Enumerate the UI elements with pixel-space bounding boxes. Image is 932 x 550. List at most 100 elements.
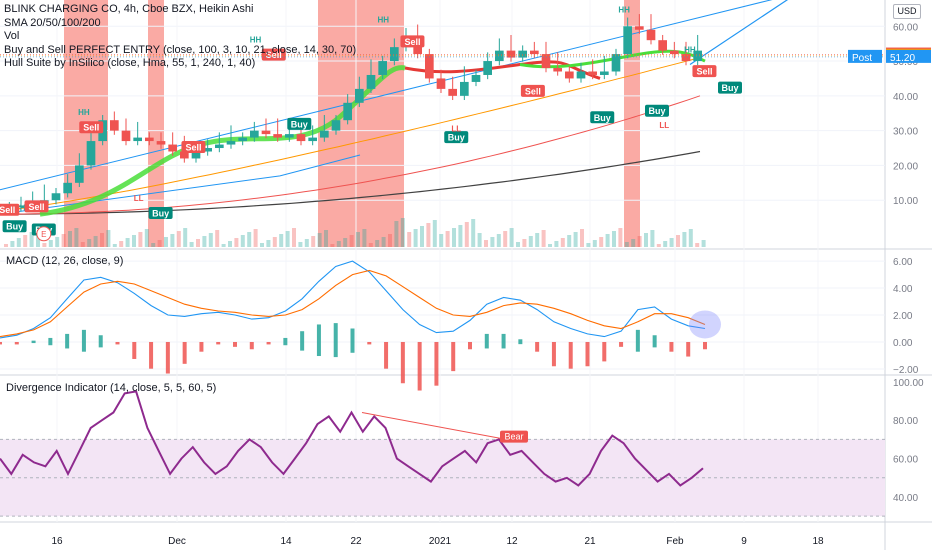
volume-bar [586, 243, 591, 247]
candle-body [588, 71, 597, 75]
volume-bar [528, 236, 533, 247]
currency-button[interactable]: USD [893, 4, 921, 19]
volume-bar [29, 232, 34, 247]
lower-low-label: LL [134, 194, 144, 203]
buy-signal: Buy [444, 131, 469, 144]
volume-bar [535, 233, 540, 247]
macd-title[interactable]: MACD (12, 26, close, 9) [6, 255, 124, 267]
macd-histogram-bar [568, 341, 573, 369]
higher-high-label: HH [250, 35, 262, 44]
volume-bar [496, 234, 501, 247]
volume-bar [682, 232, 687, 247]
macd-tick-label: 0.00 [893, 338, 913, 349]
x-tick-label: 21 [584, 536, 596, 547]
candle-body [681, 54, 691, 62]
volume-bar [426, 223, 431, 247]
volume-bar [55, 237, 60, 247]
volume-bar [439, 234, 444, 247]
volume-bar [272, 237, 277, 247]
signal-box [0, 203, 20, 216]
signal-box [520, 84, 545, 97]
indicator-perfect-entry[interactable]: Buy and Sell PERFECT ENTRY (close, 100, … [4, 43, 357, 56]
post-tag-label: Post [852, 53, 872, 64]
indicator-hull-suite[interactable]: Hull Suite by InSilico (close, Hma, 55, … [4, 57, 256, 69]
macd-histogram-bar [300, 331, 305, 351]
buy-signal: Buy [287, 117, 312, 130]
candle-body [75, 165, 84, 183]
divergence-title[interactable]: Divergence Indicator (14, close, 5, 5, 6… [6, 382, 217, 394]
candle-body [576, 71, 586, 79]
sell-signal: Sell [520, 84, 545, 97]
sell-signal: Sell [181, 141, 206, 153]
price-tick-label: 30.00 [893, 127, 918, 138]
candle-body [250, 130, 259, 138]
macd-histogram-bar [585, 341, 590, 367]
volume-bar [16, 238, 21, 247]
volume-bar [298, 242, 303, 247]
macd-histogram-bar [182, 341, 187, 364]
candle-body [133, 137, 142, 142]
macd-histogram-bar [652, 335, 657, 348]
volume-bar [247, 232, 252, 247]
candle-body [285, 134, 294, 138]
signal-label: Buy [152, 209, 169, 219]
volume-bar [311, 236, 316, 247]
candle-body [145, 137, 154, 142]
volume-bar [644, 233, 648, 247]
volume-bar [407, 232, 412, 247]
volume-bar [394, 221, 399, 247]
macd-histogram-bar [48, 337, 53, 346]
candle-body [366, 74, 376, 89]
candle-body [308, 137, 317, 142]
volume-bar [618, 228, 623, 247]
buy-signal: Buy [148, 207, 173, 219]
x-tick-label: Feb [666, 536, 684, 547]
volume-bar [317, 233, 322, 247]
volume-bar [368, 243, 373, 247]
volume-bar [125, 238, 130, 247]
candle-body [471, 74, 481, 82]
macd-tick-label: 2.00 [893, 311, 913, 322]
volume-bar [260, 243, 264, 247]
volume-bar [138, 232, 143, 247]
sell-signal: Sell [692, 65, 717, 78]
x-tick-label: 18 [812, 536, 824, 547]
macd-histogram-bar [199, 341, 204, 352]
volume-bar [119, 241, 124, 247]
indicator-vol[interactable]: Vol [4, 30, 20, 42]
volume-bar [292, 228, 296, 247]
signal-label: Buy [648, 106, 665, 116]
symbol-title[interactable]: BLINK CHARGING CO, 4h, Cboe BZX, Heikin … [4, 3, 254, 15]
bear-divergence-line [361, 412, 507, 440]
lower-low-label: LL [451, 125, 461, 134]
candle-body [378, 61, 387, 75]
lower-low-label: LL [659, 121, 669, 130]
macd-histogram-bar [0, 341, 2, 345]
macd-histogram-bar [216, 341, 221, 345]
indicator-sma[interactable]: SMA 20/50/100/200 [4, 16, 101, 29]
candle-body [215, 144, 224, 149]
macd-histogram-bar [501, 333, 506, 349]
candle-body [331, 120, 341, 131]
volume-bar [144, 229, 149, 247]
candle-body [203, 148, 212, 152]
volume-bar [10, 241, 15, 247]
price-tick-label: 60.00 [893, 22, 918, 33]
candle-body [646, 29, 656, 41]
post-tag-box [848, 49, 882, 63]
volume-bar [420, 226, 424, 247]
signal-label: Buy [448, 133, 465, 143]
volume-bar [388, 234, 392, 247]
macd-histogram-bar [686, 341, 691, 357]
candle-body [635, 26, 644, 30]
signal-label: Sell [185, 143, 201, 153]
higher-high-label: HH [684, 45, 696, 54]
volume-bar [503, 231, 508, 247]
macd-histogram-bar [350, 328, 355, 353]
signal-label: Buy [291, 119, 308, 129]
macd-histogram-bar [14, 341, 19, 345]
volume-bar [452, 228, 456, 247]
macd-histogram-bar [333, 323, 338, 358]
volume-bar [266, 240, 271, 247]
volume-bar [400, 218, 405, 247]
